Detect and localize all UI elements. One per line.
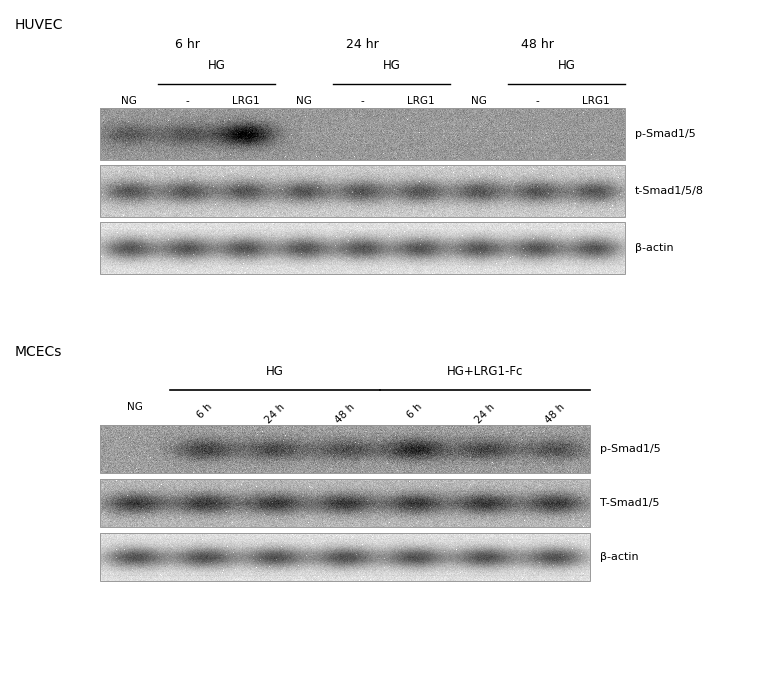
Text: LRG1: LRG1	[407, 96, 435, 106]
Text: β-actin: β-actin	[635, 243, 674, 253]
Text: 6 h: 6 h	[406, 402, 424, 421]
Text: t-Smad1/5/8: t-Smad1/5/8	[635, 186, 704, 196]
Bar	[100, 222, 625, 274]
Text: NG: NG	[121, 96, 137, 106]
Bar	[100, 425, 590, 473]
Text: 24 h: 24 h	[264, 402, 286, 426]
Text: NG: NG	[296, 96, 312, 106]
Text: p-Smad1/5: p-Smad1/5	[600, 444, 661, 454]
Text: 24 h: 24 h	[473, 402, 497, 426]
Text: HG: HG	[266, 365, 284, 378]
Text: 6 hr: 6 hr	[175, 38, 200, 51]
Text: 24 hr: 24 hr	[346, 38, 379, 51]
Text: LRG1: LRG1	[232, 96, 260, 106]
Text: NG: NG	[127, 402, 143, 412]
Text: HG: HG	[208, 59, 225, 72]
Text: T-Smad1/5: T-Smad1/5	[600, 498, 659, 508]
Text: MCECs: MCECs	[15, 345, 63, 359]
Text: 48 h: 48 h	[333, 402, 357, 426]
Bar	[100, 533, 590, 581]
Text: β-actin: β-actin	[600, 552, 639, 562]
Bar	[100, 165, 625, 217]
Text: 48 h: 48 h	[543, 402, 567, 426]
Text: 48 hr: 48 hr	[521, 38, 554, 51]
Bar	[100, 108, 625, 160]
Text: p-Smad1/5: p-Smad1/5	[635, 129, 696, 139]
Bar	[100, 479, 590, 527]
Text: -: -	[361, 96, 364, 106]
Text: -: -	[186, 96, 189, 106]
Text: -: -	[536, 96, 539, 106]
Text: HG+LRG1-Fc: HG+LRG1-Fc	[447, 365, 523, 378]
Text: NG: NG	[471, 96, 487, 106]
Text: HG: HG	[383, 59, 400, 72]
Text: LRG1: LRG1	[582, 96, 610, 106]
Text: HUVEC: HUVEC	[15, 18, 63, 32]
Text: 6 h: 6 h	[196, 402, 215, 421]
Text: HG: HG	[558, 59, 575, 72]
